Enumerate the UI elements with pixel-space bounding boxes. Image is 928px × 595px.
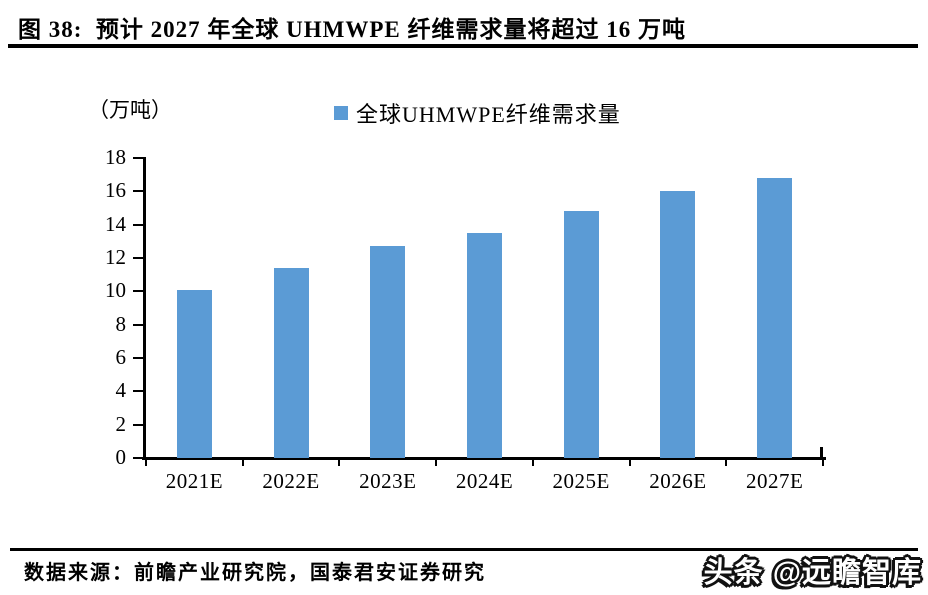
x-axis-end-tick — [820, 447, 823, 457]
bar-2025E — [563, 211, 599, 458]
y-tick — [133, 157, 143, 159]
x-category-label: 2024E — [455, 469, 514, 493]
bar-2023E — [370, 246, 406, 458]
legend-label: 全球UHMWPE纤维需求量 — [356, 102, 621, 127]
y-axis-unit-label: （万吨） — [88, 98, 172, 122]
y-tick-label: 16 — [105, 178, 126, 203]
x-tick — [435, 459, 438, 466]
watermark-text: 头条 @远瞻智库 — [703, 557, 922, 589]
x-axis-line — [142, 457, 826, 460]
x-tick — [531, 459, 534, 466]
x-tick — [725, 459, 728, 466]
bar-2027E — [757, 178, 793, 458]
footer-divider — [10, 548, 918, 551]
x-tick — [822, 459, 824, 466]
legend-swatch-icon — [334, 106, 348, 120]
x-category-label: 2026E — [649, 469, 707, 493]
y-tick-label: 8 — [115, 311, 127, 336]
x-tick — [145, 459, 147, 466]
y-tick-label: 2 — [115, 411, 127, 436]
bar-2021E — [176, 289, 212, 458]
x-tick — [628, 459, 631, 466]
bar-2026E — [660, 191, 696, 458]
x-category-label: 2023E — [359, 469, 417, 493]
x-category-label: 2021E — [165, 469, 224, 493]
y-tick — [133, 357, 143, 359]
y-tick — [133, 457, 143, 459]
x-tick — [338, 459, 341, 466]
y-tick — [133, 323, 143, 326]
y-tick-label: 18 — [105, 145, 126, 169]
y-tick-label: 12 — [105, 245, 126, 269]
y-tick-label: 6 — [115, 345, 127, 369]
figure-title: 图 38: 预计 2027 年全球 UHMWPE 纤维需求量将超过 16 万吨 — [18, 17, 687, 42]
y-tick-label: 10 — [105, 278, 126, 303]
y-tick-label: 0 — [115, 445, 127, 469]
y-tick — [133, 257, 143, 259]
x-category-label: 2025E — [552, 469, 610, 493]
y-tick — [133, 423, 143, 426]
x-tick — [241, 459, 244, 466]
y-tick-label: 14 — [105, 211, 126, 236]
y-tick — [133, 390, 143, 393]
data-source-text: 数据来源：前瞻产业研究院，国泰君安证券研究 — [24, 562, 486, 584]
bar-2022E — [273, 268, 309, 458]
chart-legend: 全球UHMWPE纤维需求量 — [334, 100, 621, 127]
title-underline — [8, 44, 918, 48]
bar-2024E — [467, 233, 502, 458]
y-tick — [133, 190, 143, 193]
y-axis-line — [143, 157, 146, 460]
y-tick-label: 4 — [115, 378, 127, 403]
y-tick — [133, 290, 143, 293]
x-category-label: 2027E — [745, 469, 804, 493]
y-tick — [133, 223, 143, 226]
x-category-label: 2022E — [262, 469, 320, 493]
